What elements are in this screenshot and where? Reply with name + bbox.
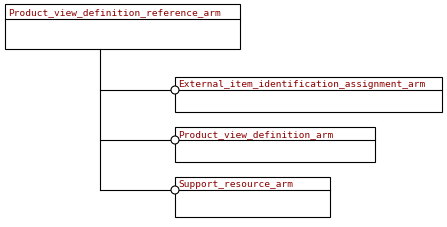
Circle shape — [171, 87, 179, 95]
Text: Support_resource_arm: Support_resource_arm — [178, 179, 293, 188]
Text: Product_view_definition_arm: Product_view_definition_arm — [178, 129, 333, 138]
Bar — [175, 78, 442, 113]
Bar — [5, 5, 240, 50]
Circle shape — [171, 136, 179, 144]
Text: External_item_identification_assignment_arm: External_item_identification_assignment_… — [178, 80, 425, 89]
Bar — [175, 177, 330, 217]
Text: Product_view_definition_reference_arm: Product_view_definition_reference_arm — [8, 8, 221, 17]
Circle shape — [171, 186, 179, 194]
Bar — [175, 127, 375, 162]
